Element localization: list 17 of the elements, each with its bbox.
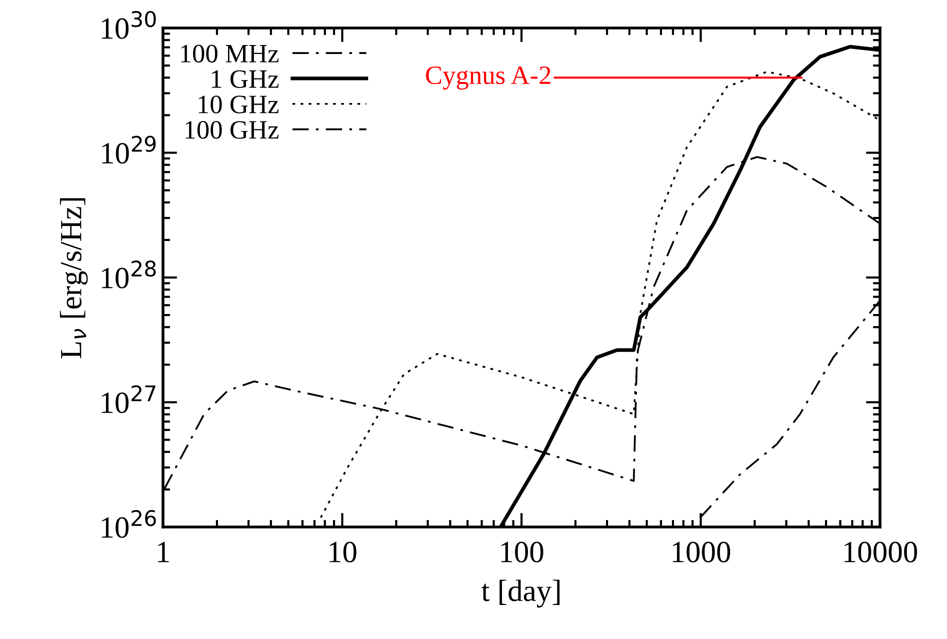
y-tick-label: 10$^{28}$ [102, 260, 156, 288]
legend-label: 100 MHz [181, 44, 279, 63]
y-tick-label: 10$^{27}$ [102, 385, 156, 414]
x-tick-label: 1000 [672, 542, 730, 562]
legend-label: 1 GHz [212, 70, 279, 88]
legend-label: 100 GHz [186, 120, 279, 139]
annotation: Cygnus A-2 [426, 66, 550, 90]
x-tick-label: 10 [330, 542, 356, 562]
y-axis-title: L$_{ν}$ [erg/s/Hz] [60, 198, 88, 358]
y-tick-label: 10$^{30}$ [102, 10, 156, 39]
x-tick-label: 100 [501, 542, 544, 562]
y-tick-label: 10$^{29}$ [102, 136, 156, 164]
x-tick-label: 1 [158, 542, 169, 562]
x-axis-title: t [day] [482, 580, 560, 608]
legend-label: 10 GHz [198, 96, 279, 114]
y-tick-label: 10$^{26}$ [102, 510, 156, 538]
x-tick-label: 10000 [844, 542, 918, 562]
